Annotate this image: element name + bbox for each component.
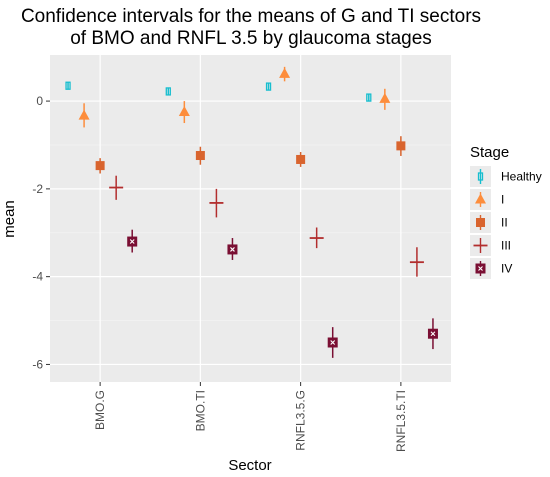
point-i: [178, 106, 190, 117]
marker-cross: [330, 340, 336, 345]
legend-key-ii: [476, 218, 485, 227]
x-axis-ticks: BMO.G BMO.TI RNFL3.5.G RNFL3.5.TI: [93, 382, 408, 452]
series-iv: [127, 229, 438, 358]
y-tick-label: 0: [36, 94, 43, 108]
point-healthy: [265, 82, 272, 91]
point-i: [78, 109, 90, 120]
point-i: [279, 67, 291, 78]
legend-title: Stage: [470, 144, 509, 161]
point-ii: [195, 151, 205, 161]
chart-title-line-2: of BMO and RNFL 3.5 by glaucoma stages: [70, 28, 432, 49]
x-tick-label: BMO.TI: [193, 390, 207, 431]
x-axis-label: Sector: [228, 457, 271, 474]
point-iv: [427, 328, 438, 339]
legend-label-i: I: [501, 193, 504, 207]
y-tick-label: -2: [32, 182, 43, 196]
legend-label-healthy: Healthy: [501, 170, 542, 184]
y-tick-label: -6: [32, 357, 43, 371]
series-ii: [95, 136, 406, 174]
x-tick-label: RNFL3.5.TI: [394, 390, 408, 452]
point-i: [379, 92, 391, 103]
point-ii: [95, 161, 105, 171]
legend-key-iv: [475, 263, 486, 274]
y-axis-label: mean: [1, 200, 18, 238]
x-tick-label: BMO.G: [93, 390, 107, 430]
series-healthy: [65, 81, 372, 102]
legend-label-ii: II: [501, 216, 508, 230]
marker-cross: [230, 247, 235, 252]
legend-label-iii: III: [501, 239, 511, 253]
series-iii: [109, 175, 424, 277]
point-ii: [296, 154, 306, 164]
marker-cross: [129, 239, 135, 244]
x-tick-label: RNFL3.5.G: [294, 390, 308, 451]
plot-panel: [50, 55, 451, 382]
point-healthy: [366, 93, 372, 102]
point-healthy: [65, 81, 71, 90]
marker-cross: [478, 266, 483, 271]
point-ii: [396, 141, 406, 151]
marker-cross: [430, 331, 436, 337]
grid: [50, 55, 451, 382]
y-axis-ticks: 0 -2 -4 -6: [32, 94, 50, 371]
legend-key-i: [475, 193, 486, 204]
point-iv: [127, 236, 138, 247]
point-iv: [227, 244, 238, 255]
y-tick-label: -4: [32, 270, 43, 284]
chart-title-line-1: Confidence intervals for the means of G …: [21, 6, 481, 27]
series-i: [78, 66, 391, 128]
point-iv: [327, 337, 338, 348]
legend-key-healthy: [477, 172, 484, 181]
point-healthy: [165, 87, 171, 96]
data-marks: [65, 66, 438, 358]
legend-label-iv: IV: [501, 262, 512, 276]
